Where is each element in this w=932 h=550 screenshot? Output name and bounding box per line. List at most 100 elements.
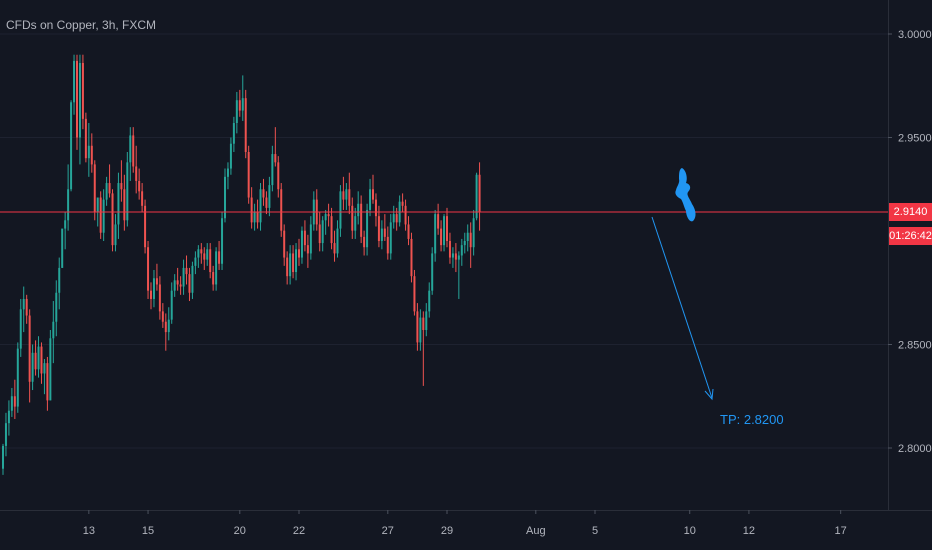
candle-body [466,232,469,241]
time-tick-label: Aug [526,525,546,537]
candle-body [265,197,268,208]
candle [147,241,150,299]
time-axis[interactable]: 13 15 20 22 27 29 Aug 5 10 12 17 [83,510,847,537]
candle [321,216,324,252]
candle [434,209,437,262]
candle-body [303,230,306,246]
candle [268,176,271,217]
candle [330,207,333,250]
candle-body [295,249,298,273]
candle [298,238,300,266]
candle-body [280,189,283,231]
target-arrow-line [651,216,713,399]
candle-body [250,197,253,223]
candle [463,232,466,254]
time-tick-label: 22 [293,525,305,537]
candle [81,54,84,130]
candle [49,330,52,401]
candle [247,145,250,204]
candles [2,54,481,475]
candle [235,91,238,134]
candle-body [256,212,259,223]
blue-brush-mark[interactable] [675,168,696,222]
candle [437,203,440,235]
candle [457,251,460,299]
candle [431,247,434,295]
candle [2,443,4,475]
candle-body [194,257,197,266]
candle-body [96,197,99,213]
candle-body [434,214,437,254]
candle [206,243,209,266]
candle [84,112,87,163]
candle-body [380,228,383,241]
candle-body [377,216,380,241]
candle [401,193,404,213]
candle [324,209,327,235]
candle-body [150,290,152,299]
candle [28,309,31,403]
candle-body [40,346,43,374]
candle-body [81,62,84,119]
candle [200,243,203,264]
candle-body [333,243,336,254]
candle-body [188,274,191,293]
price-tick-label: 2.8000 [898,443,932,455]
candle [443,214,446,252]
candle [363,230,366,256]
candle [191,261,194,299]
candle-body [232,123,235,144]
candle-body [229,143,232,169]
candle-body [7,410,10,424]
candle [336,220,339,258]
candle-body [419,317,422,343]
candle [300,226,303,264]
candle-body [383,228,386,237]
candle [448,232,451,264]
candle-body [472,218,475,248]
candle-body [111,193,114,246]
candle [224,168,226,223]
candle-body [306,245,309,254]
candle-body [221,218,224,264]
candle [357,191,360,225]
candle-body [318,224,321,244]
time-tick-label: 20 [234,525,246,537]
candle-body [428,290,431,312]
candle [389,214,392,260]
candle-body [55,292,58,322]
candle-body [342,191,345,200]
time-tick-label: 5 [592,525,598,537]
candle-body [360,203,363,237]
price-axis[interactable]: 3.0000 2.9500 2.8500 2.8000 [888,29,932,455]
candle [398,195,401,227]
target-arrow[interactable] [651,216,714,401]
candle [173,274,176,297]
candle [238,89,241,117]
candle-body [369,189,372,210]
candle [64,212,67,250]
target-price-label[interactable]: TP: 2.8200 [720,412,784,427]
symbol-title[interactable]: CFDs on Copper, 3h, FXCM [6,18,157,32]
candle-body [43,363,46,374]
candle [472,209,475,256]
candle [70,100,73,192]
candle-body [170,290,173,320]
candle-body [277,162,280,190]
time-tick-label: 13 [83,525,95,537]
candle-body [155,278,158,285]
candle-body [351,205,354,231]
candle-body [463,241,466,246]
candle [360,195,363,244]
candle-body [330,216,333,244]
candle-body [126,162,129,221]
candle-body [292,253,295,273]
candle [78,54,81,165]
candle-body [339,191,342,229]
candle-body [182,267,185,287]
candle-body [10,396,13,411]
candle [167,307,170,341]
candle [170,282,173,324]
candle [179,276,182,295]
